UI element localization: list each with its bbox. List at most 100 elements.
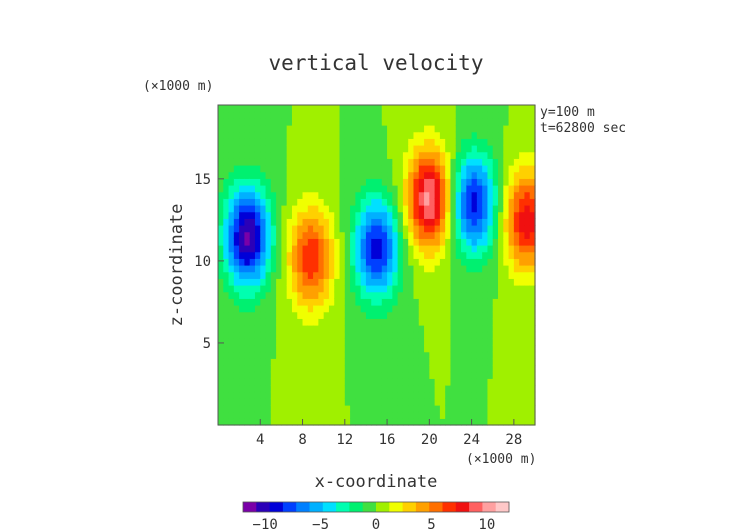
heatmap-cell bbox=[233, 211, 240, 219]
x-axis-unit: (×1000 m) bbox=[466, 452, 536, 467]
heatmap-cell bbox=[455, 158, 462, 166]
heatmap-cell bbox=[365, 325, 372, 333]
heatmap-cell bbox=[498, 245, 504, 253]
heatmap-cell bbox=[244, 305, 251, 313]
heatmap-cell bbox=[307, 238, 314, 246]
heatmap-cell bbox=[455, 238, 462, 246]
heatmap-cell bbox=[318, 111, 325, 119]
heatmap-cell bbox=[445, 378, 452, 386]
heatmap-cell bbox=[450, 245, 457, 253]
heatmap-cell bbox=[344, 411, 351, 419]
heatmap-cell bbox=[328, 371, 335, 379]
heatmap-cell bbox=[513, 105, 520, 113]
heatmap-cell bbox=[429, 338, 436, 346]
heatmap-cell bbox=[524, 318, 531, 326]
heatmap-cell bbox=[265, 211, 272, 219]
heatmap-cell bbox=[471, 411, 478, 419]
heatmap-cell bbox=[450, 138, 457, 146]
heatmap-cell bbox=[307, 225, 314, 233]
heatmap-cell bbox=[254, 298, 261, 306]
heatmap-cell bbox=[233, 405, 240, 413]
heatmap-cell bbox=[397, 185, 404, 193]
heatmap-cell bbox=[466, 311, 473, 319]
heatmap-cell bbox=[223, 105, 230, 113]
heatmap-cell bbox=[498, 105, 504, 113]
heatmap-cell bbox=[323, 418, 330, 426]
heatmap-cell bbox=[260, 411, 267, 419]
heatmap-cell bbox=[228, 305, 235, 313]
heatmap-cell bbox=[254, 198, 261, 206]
heatmap-cell bbox=[270, 238, 277, 246]
heatmap-cell bbox=[307, 358, 314, 366]
heatmap-cell bbox=[408, 211, 415, 219]
heatmap-cell bbox=[508, 325, 515, 333]
heatmap-cell bbox=[344, 225, 351, 233]
heatmap-cell bbox=[334, 171, 341, 179]
heatmap-cell bbox=[307, 158, 314, 166]
heatmap-cell bbox=[524, 351, 531, 359]
heatmap-cell bbox=[355, 298, 362, 306]
heatmap-cell bbox=[360, 245, 367, 253]
heatmap-cell bbox=[339, 391, 346, 399]
heatmap-cell bbox=[487, 171, 494, 179]
heatmap-cell bbox=[286, 198, 293, 206]
heatmap-cell bbox=[424, 285, 430, 293]
heatmap-cell bbox=[218, 158, 224, 166]
heatmap-cell bbox=[371, 385, 378, 393]
heatmap-cell bbox=[323, 345, 330, 353]
heatmap-cell bbox=[524, 125, 531, 133]
heatmap-cell bbox=[307, 285, 314, 293]
heatmap-cell bbox=[408, 198, 415, 206]
heatmap-cell bbox=[482, 165, 489, 173]
heatmap-cell bbox=[492, 371, 499, 379]
heatmap-cell bbox=[413, 391, 420, 399]
heatmap-cell bbox=[408, 418, 415, 426]
heatmap-cell bbox=[286, 325, 293, 333]
heatmap-cell bbox=[355, 125, 362, 133]
heatmap-cell bbox=[503, 411, 510, 419]
heatmap-cell bbox=[276, 131, 282, 139]
heatmap-cell bbox=[218, 298, 224, 306]
heatmap-cell bbox=[487, 138, 494, 146]
heatmap-cell bbox=[339, 411, 346, 419]
heatmap-cell bbox=[307, 411, 314, 419]
heatmap-cell bbox=[529, 231, 536, 239]
heatmap-cell bbox=[402, 358, 409, 366]
heatmap-cell bbox=[397, 131, 404, 139]
heatmap-cell bbox=[270, 338, 277, 346]
heatmap-cell bbox=[524, 211, 531, 219]
heatmap-cell bbox=[260, 391, 267, 399]
heatmap-cell bbox=[371, 205, 378, 213]
heatmap-cell bbox=[397, 298, 404, 306]
heatmap-cell bbox=[439, 345, 446, 353]
heatmap-cell bbox=[418, 151, 425, 159]
heatmap-cell bbox=[291, 125, 298, 133]
heatmap-cell bbox=[529, 385, 536, 393]
heatmap-cell bbox=[529, 391, 536, 399]
heatmap-cell bbox=[529, 178, 536, 186]
heatmap-cell bbox=[371, 291, 378, 299]
heatmap-cell bbox=[313, 365, 319, 373]
heatmap-cell bbox=[233, 325, 240, 333]
heatmap-cell bbox=[466, 238, 473, 246]
heatmap-cell bbox=[434, 398, 441, 406]
heatmap-cell bbox=[313, 318, 319, 326]
heatmap-cell bbox=[350, 418, 356, 426]
heatmap-cell bbox=[503, 178, 510, 186]
heatmap-cell bbox=[233, 151, 240, 159]
heatmap-cell bbox=[418, 378, 425, 386]
heatmap-cell bbox=[244, 258, 251, 266]
heatmap-cell bbox=[344, 205, 351, 213]
heatmap-cell bbox=[413, 358, 420, 366]
heatmap-cell bbox=[397, 311, 404, 319]
heatmap-cell bbox=[455, 271, 462, 279]
heatmap-cell bbox=[482, 338, 489, 346]
colorbar-swatch bbox=[442, 502, 457, 512]
heatmap-cell bbox=[223, 118, 230, 126]
heatmap-cell bbox=[365, 251, 372, 259]
heatmap-cell bbox=[350, 338, 356, 346]
heatmap-cell bbox=[323, 238, 330, 246]
heatmap-cell bbox=[276, 145, 282, 153]
heatmap-cell bbox=[228, 111, 235, 119]
heatmap-cell bbox=[239, 111, 246, 119]
